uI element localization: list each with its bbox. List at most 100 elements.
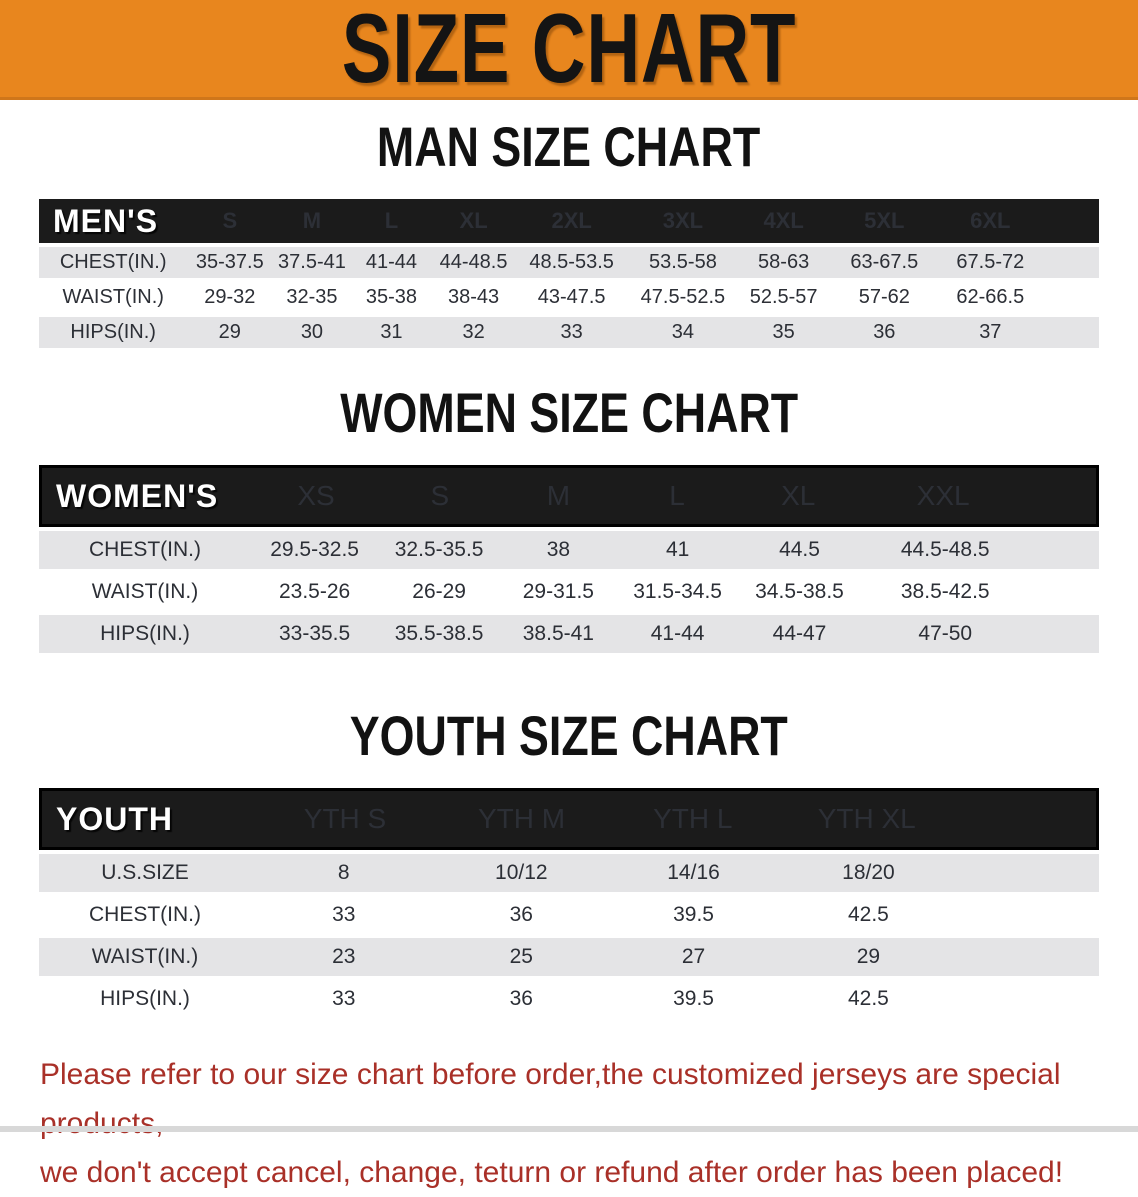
column-header: YTH M <box>477 803 566 834</box>
column-header: XS <box>297 480 335 511</box>
row-label: U.S.SIZE <box>101 861 189 884</box>
row-label: WAIST(IN.) <box>91 945 199 968</box>
column-header: 6XL <box>970 208 1011 233</box>
size-value-cell: 18/20 <box>842 861 895 884</box>
section-heading-men: MAN SIZE CHART <box>0 119 1138 175</box>
size-value-cell: 14/16 <box>667 861 720 884</box>
table-row: WAIST(IN.) 23.5-26 26-29 29-31.5 31.5-34.5 34… <box>39 573 1099 611</box>
size-value-cell: 29-31.5 <box>522 580 594 603</box>
size-value-cell: 29 <box>218 321 241 343</box>
size-table-youth: YOUTH YTH S YTH M YTH L YTH XL U.S.SIZE 8 10/12… <box>39 788 1099 1018</box>
size-value-cell: 42.5 <box>847 987 889 1010</box>
size-value-cell: 52.5-57 <box>749 286 818 308</box>
column-header: M <box>302 208 322 233</box>
size-value-cell: 67.5-72 <box>956 251 1025 273</box>
size-value-cell: 35-38 <box>365 286 418 308</box>
table-header-row: YOUTH YTH S YTH M YTH L YTH XL <box>39 788 1099 850</box>
size-value-cell: 47-50 <box>918 622 973 645</box>
table-header-label: WOMEN'S <box>56 477 219 514</box>
size-value-cell: 41-44 <box>365 251 418 273</box>
table-row: WAIST(IN.) 29-32 32-35 35-38 38-43 43-47.5 47.… <box>39 282 1099 313</box>
size-value-cell: 38-43 <box>448 286 500 308</box>
size-value-cell: 35-37.5 <box>195 251 264 273</box>
size-value-cell: 37.5-41 <box>278 251 346 273</box>
column-header: M <box>546 480 571 511</box>
table-row: HIPS(IN.) 29 30 31 32 33 34 35 36 37 <box>39 317 1099 348</box>
table-row: WAIST(IN.) 23 25 27 29 <box>39 938 1099 976</box>
size-value-cell: 23 <box>332 945 356 968</box>
size-value-cell: 43-47.5 <box>537 286 606 308</box>
column-header: YTH S <box>303 803 387 834</box>
size-table-men: MEN'S S M L XL 2XL 3XL 4XL 5XL 6XL CHEST(IN.) 35-37… <box>39 199 1099 348</box>
size-value-cell: 23.5-26 <box>278 580 351 603</box>
column-header: 3XL <box>662 208 704 233</box>
section-men: MAN SIZE CHART MEN'S S M L XL 2XL 3XL 4XL 5XL 6XL C… <box>0 119 1138 348</box>
size-value-cell: 34 <box>671 321 695 343</box>
row-label: WAIST(IN.) <box>62 286 164 308</box>
size-value-cell: 58-63 <box>758 251 810 273</box>
size-value-cell: 35 <box>772 321 795 343</box>
size-value-cell: 10/12 <box>495 861 548 884</box>
column-header: 4XL <box>763 208 804 233</box>
section-youth: YOUTH SIZE CHART YOUTH YTH S YTH M YTH L YTH … <box>0 704 1138 1018</box>
footer-note: Please refer to our size chart before or… <box>0 1018 1138 1197</box>
size-table-women: WOMEN'S XS S M L XL XXL CHEST(IN.) 29.5-32.5 32.5… <box>39 465 1099 653</box>
size-value-cell: 38.5-41 <box>522 622 594 645</box>
column-header: L <box>384 208 399 233</box>
size-value-cell: 39.5 <box>673 903 714 926</box>
row-label: HIPS(IN.) <box>100 622 190 645</box>
size-value-cell: 36 <box>873 321 896 343</box>
banner-title: SIZE CHART <box>341 0 797 100</box>
table-header-row: MEN'S S M L XL 2XL 3XL 4XL 5XL 6XL <box>39 199 1099 243</box>
size-value-cell: 32.5-35.5 <box>394 538 484 561</box>
size-value-cell: 25 <box>509 945 533 968</box>
column-header: XL <box>459 208 488 233</box>
section-heading-youth: YOUTH SIZE CHART <box>0 704 1138 767</box>
column-header: S <box>430 480 450 511</box>
size-value-cell: 48.5-53.5 <box>529 251 614 273</box>
size-value-cell: 44.5-48.5 <box>900 538 990 561</box>
section-heading-text: WOMEN SIZE CHART <box>340 381 798 444</box>
size-value-cell: 31.5-34.5 <box>633 580 722 603</box>
section-heading-text: YOUTH SIZE CHART <box>349 704 789 767</box>
size-value-cell: 29-32 <box>204 286 256 308</box>
row-label: CHEST(IN.) <box>89 538 201 561</box>
column-header: 2XL <box>551 208 592 233</box>
table-row: HIPS(IN.) 33 36 39.5 42.5 <box>39 980 1099 1018</box>
size-value-cell: 8 <box>337 861 350 884</box>
table-row: CHEST(IN.) 35-37.5 37.5-41 41-44 44-48.5 48.5… <box>39 247 1099 278</box>
size-value-cell: 36 <box>509 903 533 926</box>
row-label: CHEST(IN.) <box>59 251 167 273</box>
column-header: YTH L <box>653 803 733 834</box>
size-value-cell: 44-47 <box>772 622 827 645</box>
size-value-cell: 35.5-38.5 <box>394 622 484 645</box>
size-value-cell: 44-48.5 <box>439 251 508 273</box>
table-header-label: YOUTH <box>56 800 173 837</box>
size-value-cell: 33 <box>332 987 356 1010</box>
size-value-cell: 41 <box>665 538 690 561</box>
size-value-cell: 32-35 <box>286 286 338 308</box>
size-value-cell: 53.5-58 <box>649 251 717 273</box>
row-label: CHEST(IN.) <box>89 903 201 926</box>
column-header: S <box>222 208 238 233</box>
size-value-cell: 29.5-32.5 <box>270 538 359 561</box>
table-row: CHEST(IN.) 33 36 39.5 42.5 <box>39 896 1099 934</box>
sections-container: MAN SIZE CHART MEN'S S M L XL 2XL 3XL 4XL 5XL 6XL C… <box>0 119 1138 1018</box>
size-value-cell: 63-67.5 <box>850 251 919 273</box>
footer-line-1: Please refer to our size chart before or… <box>40 1058 1061 1140</box>
size-value-cell: 39.5 <box>673 987 714 1010</box>
table-row: CHEST(IN.) 29.5-32.5 32.5-35.5 38 41 44.5 44.5… <box>39 531 1099 569</box>
size-value-cell: 33 <box>560 321 583 343</box>
size-value-cell: 42.5 <box>847 903 889 926</box>
size-value-cell: 29 <box>856 945 881 968</box>
size-value-cell: 27 <box>681 945 706 968</box>
table-header-label: MEN'S <box>53 202 159 239</box>
size-value-cell: 38.5-42.5 <box>900 580 990 603</box>
size-value-cell: 30 <box>300 321 324 343</box>
row-label: HIPS(IN.) <box>100 987 190 1010</box>
table-row: HIPS(IN.) 33-35.5 35.5-38.5 38.5-41 41-44 44-… <box>39 615 1099 653</box>
size-value-cell: 41-44 <box>650 622 705 645</box>
row-label: WAIST(IN.) <box>91 580 199 603</box>
row-label: HIPS(IN.) <box>70 321 156 343</box>
